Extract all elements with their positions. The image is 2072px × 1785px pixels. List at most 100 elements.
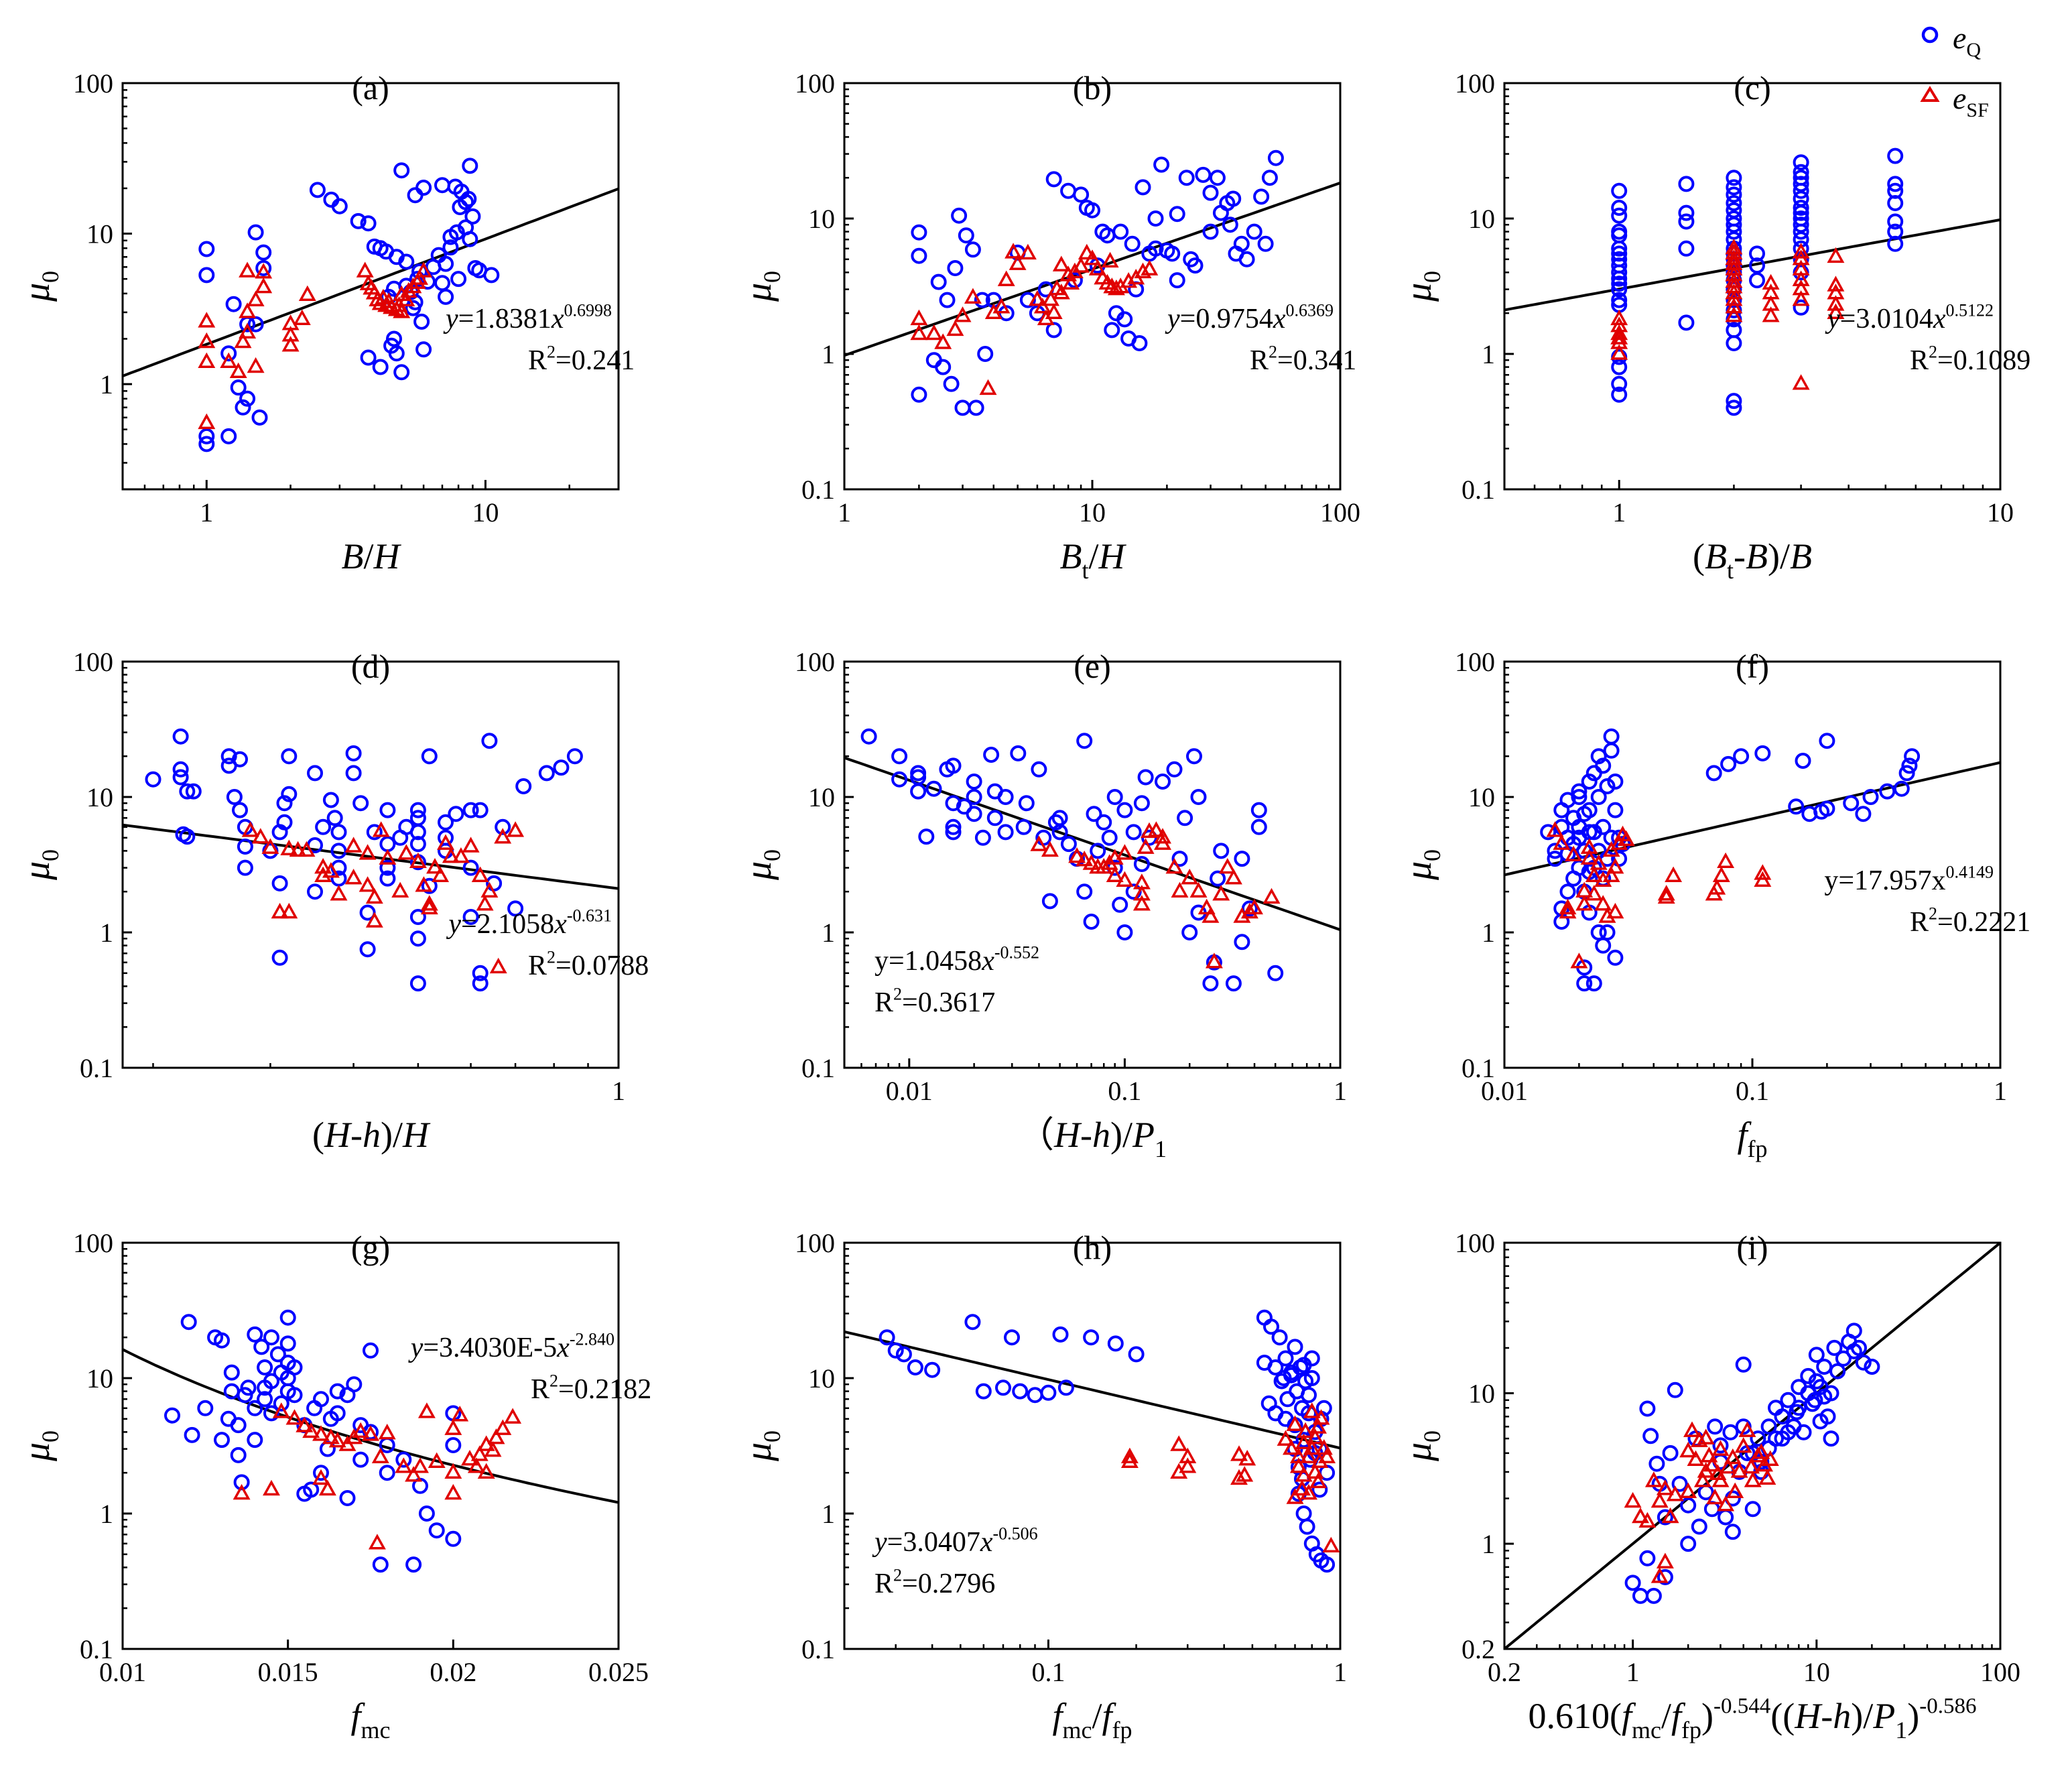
point-esf: [1762, 273, 1780, 290]
point-eq: [1671, 1475, 1688, 1492]
point-eq: [1128, 1346, 1145, 1363]
point-eq: [481, 733, 498, 749]
point-esf: [415, 261, 433, 278]
panel-title: (i): [1736, 1229, 1768, 1266]
point-eq: [407, 187, 424, 204]
point-eq: [1052, 1326, 1069, 1343]
point-esf: [318, 1479, 336, 1496]
point-esf: [1742, 1457, 1760, 1474]
point-eq: [1733, 748, 1750, 765]
point-esf: [1137, 838, 1155, 854]
point-eq: [428, 1522, 445, 1539]
point-esf: [198, 312, 216, 328]
point-esf: [1197, 898, 1216, 915]
point-eq: [1319, 1556, 1336, 1573]
point-esf: [1632, 1507, 1649, 1524]
point-eq: [1019, 292, 1036, 308]
point-eq: [255, 260, 272, 276]
point-eq: [438, 814, 454, 830]
point-esf: [489, 957, 507, 974]
point-eq: [1611, 359, 1628, 375]
point-esf: [390, 296, 408, 312]
point-eq: [1893, 780, 1910, 797]
point-esf: [1575, 895, 1594, 911]
y-tick-label: 100: [73, 1228, 113, 1258]
point-eq: [1051, 824, 1068, 841]
point-esf: [330, 885, 348, 901]
point-eq: [1581, 802, 1598, 818]
y-axis-label: μ0: [16, 1430, 64, 1462]
point-eq: [462, 859, 479, 876]
point-eq: [313, 1465, 329, 1481]
point-eq: [935, 359, 952, 375]
point-eq: [1060, 182, 1077, 199]
point-eq: [271, 949, 288, 966]
point-esf: [1076, 850, 1094, 867]
point-eq: [1819, 1408, 1836, 1425]
point-eq: [943, 375, 960, 392]
point-eq: [1645, 1587, 1662, 1604]
point-eq: [232, 802, 248, 818]
point-eq: [1864, 1359, 1880, 1375]
point-esf: [1120, 1452, 1139, 1468]
point-esf: [1792, 374, 1810, 390]
x-tick-label: 10: [472, 497, 499, 528]
point-esf: [471, 866, 489, 882]
point-esf: [1827, 303, 1845, 319]
point-eq: [1843, 795, 1860, 812]
point-esf: [241, 821, 259, 837]
point-esf: [1585, 885, 1603, 901]
point-esf: [1559, 898, 1577, 915]
point-eq: [286, 1359, 303, 1375]
point-eq: [240, 1379, 257, 1396]
y-tick-label: 1: [100, 918, 113, 948]
point-esf: [198, 413, 216, 430]
point-eq: [418, 1505, 435, 1522]
point-eq: [263, 1405, 279, 1422]
point-esf: [1295, 1466, 1313, 1482]
point-eq: [1726, 335, 1742, 351]
y-tick-label: 0.1: [801, 1634, 835, 1664]
point-eq: [1808, 1347, 1825, 1363]
point-esf: [356, 261, 374, 278]
point-esf: [234, 332, 252, 349]
point-eq: [1703, 1501, 1720, 1518]
point-eq: [1045, 171, 1062, 188]
r-squared: R2=0.341: [1250, 342, 1356, 376]
point-eq: [409, 802, 426, 818]
y-tick-label: 100: [795, 1228, 835, 1258]
point-eq: [1599, 778, 1616, 794]
panel-title: (f): [1736, 648, 1769, 685]
plot-area: [1504, 147, 2000, 416]
point-eq: [1749, 257, 1765, 274]
point-esf: [1068, 847, 1086, 863]
point-esf: [467, 1457, 485, 1473]
point-eq: [392, 829, 409, 846]
point-esf: [1106, 866, 1124, 882]
point-esf: [1610, 344, 1628, 360]
y-tick-label: 100: [1455, 1228, 1495, 1258]
point-eq: [1018, 795, 1035, 812]
point-esf: [1132, 895, 1151, 911]
point-eq: [460, 190, 477, 207]
point-eq: [363, 1342, 379, 1359]
point-esf: [1644, 1471, 1663, 1487]
point-esf: [1116, 871, 1134, 887]
point-esf: [1687, 1450, 1705, 1466]
point-esf: [1610, 324, 1628, 341]
point-eq: [1083, 1329, 1100, 1346]
point-esf: [494, 1419, 512, 1435]
x-tick-label: 0.1: [1108, 1076, 1141, 1106]
point-eq: [1213, 843, 1230, 859]
point-eq: [269, 1346, 286, 1363]
point-eq: [1657, 1509, 1673, 1526]
point-eq: [1607, 802, 1624, 818]
point-esf: [1553, 834, 1571, 850]
point-eq: [1585, 824, 1602, 841]
point-eq: [352, 795, 369, 812]
point-esf: [1041, 841, 1059, 857]
point-eq: [1238, 251, 1255, 267]
point-eq: [1749, 272, 1765, 289]
point-esf: [1262, 887, 1281, 904]
point-eq: [1096, 814, 1112, 830]
